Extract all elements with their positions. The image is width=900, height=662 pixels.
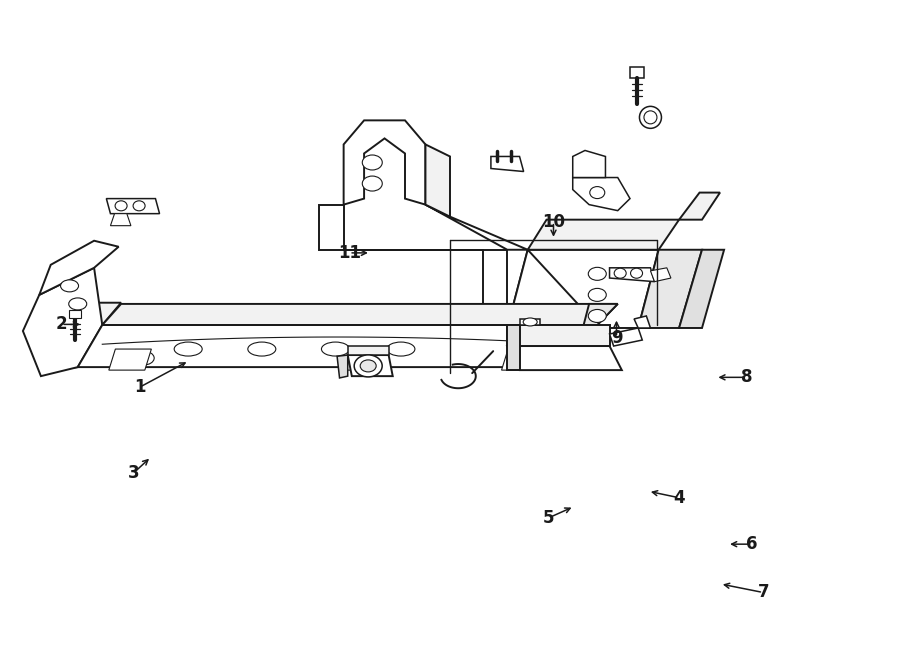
FancyBboxPatch shape (629, 68, 643, 78)
Ellipse shape (115, 201, 127, 211)
Polygon shape (109, 349, 151, 370)
Polygon shape (508, 250, 598, 367)
Polygon shape (106, 199, 159, 214)
Polygon shape (346, 349, 389, 370)
Polygon shape (426, 144, 450, 216)
Ellipse shape (589, 267, 607, 280)
Ellipse shape (614, 268, 626, 278)
Polygon shape (609, 268, 654, 281)
Ellipse shape (631, 268, 643, 278)
Ellipse shape (60, 280, 78, 292)
Text: 7: 7 (758, 583, 769, 602)
Polygon shape (426, 205, 527, 250)
Ellipse shape (640, 107, 662, 128)
Polygon shape (22, 268, 103, 376)
Text: 6: 6 (746, 535, 757, 553)
Polygon shape (320, 205, 508, 328)
Polygon shape (634, 316, 651, 328)
Polygon shape (111, 214, 130, 226)
Polygon shape (572, 177, 630, 211)
Polygon shape (572, 304, 617, 367)
Polygon shape (50, 325, 103, 370)
Ellipse shape (387, 342, 415, 356)
Text: 3: 3 (128, 464, 139, 483)
Ellipse shape (133, 201, 145, 211)
Polygon shape (680, 250, 724, 328)
Polygon shape (508, 250, 659, 328)
Text: 8: 8 (742, 368, 752, 387)
Polygon shape (40, 241, 119, 295)
Polygon shape (519, 319, 540, 325)
Text: 11: 11 (338, 244, 361, 262)
Ellipse shape (132, 351, 154, 365)
Polygon shape (491, 156, 524, 171)
Polygon shape (651, 268, 670, 281)
Polygon shape (508, 346, 622, 370)
Text: 10: 10 (542, 213, 565, 231)
Ellipse shape (68, 298, 86, 310)
Text: 9: 9 (611, 328, 622, 347)
Polygon shape (77, 325, 598, 367)
Text: 5: 5 (544, 508, 554, 527)
Ellipse shape (355, 355, 382, 377)
Polygon shape (77, 303, 122, 367)
Polygon shape (680, 193, 720, 220)
Polygon shape (508, 325, 519, 370)
Ellipse shape (363, 155, 382, 170)
Ellipse shape (360, 360, 376, 372)
Ellipse shape (363, 176, 382, 191)
Ellipse shape (321, 342, 349, 356)
Polygon shape (638, 250, 702, 328)
Text: 2: 2 (56, 315, 67, 334)
Ellipse shape (523, 318, 537, 326)
Ellipse shape (589, 289, 607, 301)
Polygon shape (344, 120, 426, 205)
Polygon shape (338, 355, 347, 378)
Polygon shape (508, 325, 609, 346)
Ellipse shape (589, 309, 607, 322)
Polygon shape (609, 328, 643, 346)
Polygon shape (103, 304, 617, 325)
Ellipse shape (248, 342, 275, 356)
Polygon shape (501, 349, 544, 370)
Ellipse shape (590, 187, 605, 199)
Polygon shape (347, 346, 389, 355)
Polygon shape (527, 220, 680, 250)
Ellipse shape (175, 342, 202, 356)
FancyBboxPatch shape (69, 310, 81, 318)
Polygon shape (347, 355, 392, 376)
Ellipse shape (644, 111, 657, 124)
Polygon shape (572, 150, 606, 177)
Text: 4: 4 (674, 489, 685, 507)
Text: 1: 1 (134, 378, 145, 397)
